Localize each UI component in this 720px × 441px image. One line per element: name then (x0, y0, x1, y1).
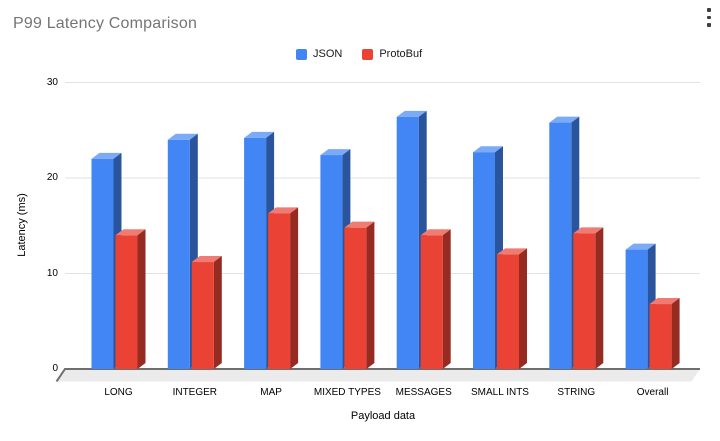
bar-side-face (595, 227, 604, 369)
bar-top-face (344, 221, 375, 228)
bar-top-face (167, 133, 198, 140)
bar-top-face (473, 146, 503, 153)
kebab-dot (707, 15, 711, 19)
y-tick-label: 10 (46, 267, 58, 279)
bar-front-face (420, 235, 443, 369)
bar-side-face (519, 248, 527, 369)
bar-protobuf-integer[interactable] (191, 256, 222, 369)
x-category-label: SMALL INTS (471, 387, 529, 398)
bar-top-face (625, 243, 656, 250)
chart-title: P99 Latency Comparison (13, 15, 198, 32)
bar-protobuf-string[interactable] (573, 227, 604, 369)
x-axis-title: Payload data (350, 410, 416, 422)
bar-side-face (290, 207, 299, 369)
kebab-menu-icon[interactable] (702, 8, 716, 34)
bar-protobuf-map[interactable] (268, 207, 299, 369)
bar-protobuf-messages[interactable] (420, 229, 451, 369)
y-tick-label: 20 (46, 172, 58, 183)
x-category-label: STRING (557, 387, 596, 398)
bar-front-face (649, 304, 672, 369)
bar-top-face (244, 131, 275, 138)
bar-front-face (473, 152, 495, 369)
legend-item-json[interactable]: JSON (296, 48, 342, 60)
bar-side-face (137, 229, 146, 369)
x-category-label: Overall (636, 387, 669, 398)
bar-front-face (91, 158, 114, 369)
bar-protobuf-long[interactable] (115, 229, 146, 369)
bar-front-face (344, 227, 367, 369)
legend-label-protobuf: ProtoBuf (379, 48, 423, 60)
bar-top-face (396, 110, 427, 117)
bar-protobuf-overall[interactable] (649, 298, 680, 369)
bar-front-face (396, 116, 419, 369)
bar-top-face (573, 227, 604, 234)
x-category-label: LONG (104, 387, 133, 398)
bar-top-face (320, 149, 351, 156)
bar-top-face (649, 298, 680, 305)
x-category-label: MESSAGES (395, 387, 452, 398)
bar-top-face (549, 116, 580, 123)
bar-top-face (91, 152, 122, 159)
bar-top-face (191, 256, 222, 263)
bar-front-face (115, 235, 138, 369)
x-category-label: MAP (260, 387, 282, 398)
bar-front-face (573, 233, 596, 369)
kebab-dot (707, 23, 711, 27)
kebab-dot (707, 8, 711, 12)
y-tick-label: 0 (52, 363, 58, 374)
bar-front-face (244, 137, 267, 369)
chart-floor (56, 369, 700, 382)
bar-protobuf-small-ints[interactable] (497, 248, 527, 369)
bar-top-face (268, 207, 299, 214)
bar-side-face (671, 298, 680, 369)
legend-label-json: JSON (313, 48, 343, 60)
bar-front-face (320, 155, 343, 369)
bar-front-face (191, 262, 214, 369)
bar-side-face (366, 221, 375, 369)
legend-swatch-protobuf-icon (362, 48, 374, 60)
bar-side-face (213, 256, 222, 369)
bar-front-face (167, 139, 190, 369)
legend-item-protobuf[interactable]: ProtoBuf (362, 48, 422, 60)
legend-swatch-json-icon (296, 48, 307, 60)
bar-side-face (442, 229, 451, 369)
bar-front-face (549, 122, 572, 369)
bar-protobuf-mixed-types[interactable] (344, 221, 375, 369)
bar-top-face (115, 229, 146, 236)
bar-top-face (420, 229, 451, 236)
bar-front-face (497, 254, 519, 369)
chart-legend: JSON ProtoBuf (296, 48, 422, 60)
x-category-label: MIXED TYPES (313, 387, 381, 398)
bar-front-face (268, 213, 291, 369)
bar-top-face (497, 248, 527, 255)
x-category-label: INTEGER (172, 387, 218, 398)
bar-front-face (625, 249, 648, 369)
y-tick-label: 30 (46, 76, 58, 88)
